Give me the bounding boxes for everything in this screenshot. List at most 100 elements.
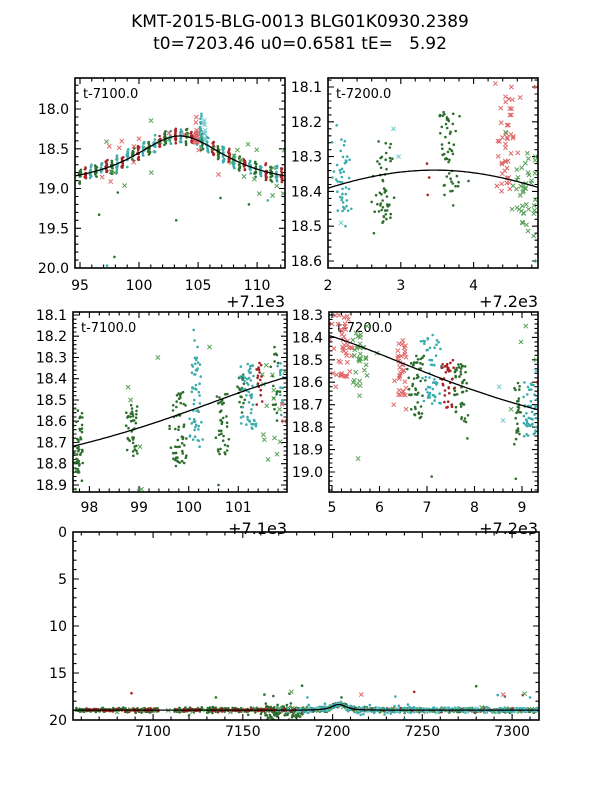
x-tick-label: 3 <box>396 278 405 294</box>
scatter-g_dot <box>73 345 282 491</box>
panel-data-layer <box>330 81 538 264</box>
chart-title: KMT-2015-BLG-0013 BLG01K0930.2389 <box>131 12 469 32</box>
y-tick-label: 15 <box>49 666 67 682</box>
x-tick-label: 5 <box>328 500 337 516</box>
scatter-r_dot <box>255 361 264 406</box>
panel-annotation: t-7200.0 <box>337 321 392 336</box>
scatter-g_x <box>125 344 287 492</box>
y-tick-label: 18.1 <box>36 308 67 324</box>
y-tick-label: 18.5 <box>291 219 322 235</box>
scatter-g_dot <box>370 110 470 235</box>
axis-offset-label: +7.1e3 <box>226 292 285 311</box>
y-tick-label: 19.5 <box>38 221 69 237</box>
y-tick-label: 19.0 <box>292 465 323 481</box>
y-tick-label: 18.0 <box>38 102 69 118</box>
x-tick-label: 110 <box>244 278 271 294</box>
axis-ticks <box>75 78 285 269</box>
axis-frame <box>327 77 539 269</box>
x-tick-label: 9 <box>518 500 527 516</box>
x-tick-label: 100 <box>175 500 202 516</box>
y-tick-label: 18.9 <box>36 478 67 494</box>
x-tick-label: 7150 <box>225 724 261 740</box>
panel-b: 7100 7150 7200 7250 7300 0 5 10 15 20 <box>49 525 540 740</box>
y-tick-label: 18.6 <box>36 414 67 430</box>
scatter-c_x <box>201 117 208 143</box>
scatter-c_dot <box>330 124 353 228</box>
panel-ml: 98 99 100 101 18.1 18.2 18.3 18.4 18.5 18.6 18.7 18… <box>36 308 288 538</box>
scatter-c_x <box>338 126 538 264</box>
panel-annotation: t-7200.0 <box>336 87 391 102</box>
y-tick-label: 18.8 <box>292 420 323 436</box>
y-tick-label: 18.3 <box>36 351 67 367</box>
y-tick-label: 18.6 <box>292 375 323 391</box>
scatter-c_x <box>496 368 538 423</box>
y-tick-label: 18.6 <box>291 254 322 270</box>
model-curve <box>329 334 538 411</box>
panel-tr: 2 3 4 18.1 18.2 18.3 18.4 18.5 18.6 +7.2e3 t-7200.… <box>291 77 539 311</box>
axis-ticks <box>73 531 539 721</box>
y-tick-label: 18.3 <box>292 308 323 324</box>
x-tick-label: 2 <box>324 278 333 294</box>
x-tick-label: 100 <box>126 278 153 294</box>
y-tick-label: 18.4 <box>292 330 323 346</box>
axis-offset-label: +7.2e3 <box>479 519 538 538</box>
y-tick-label: 20.0 <box>38 261 69 277</box>
axis-ticks <box>329 312 538 492</box>
axis-frame <box>328 311 539 493</box>
scatter-g_x <box>104 118 285 198</box>
y-tick-label: 5 <box>58 572 67 588</box>
scatter-g_dot <box>74 684 538 720</box>
y-tick-label: 18.8 <box>36 457 67 473</box>
y-tick-label: 18.4 <box>291 184 322 200</box>
x-tick-label: 8 <box>470 500 479 516</box>
panel-data-layer <box>73 328 287 492</box>
scatter-r_dot <box>425 162 431 197</box>
model-curve <box>73 703 539 711</box>
y-tick-label: 10 <box>49 619 67 635</box>
y-tick-label: 18.1 <box>291 80 322 96</box>
axis-frame <box>72 531 540 721</box>
scatter-c_dot <box>188 328 285 448</box>
panel-data-layer <box>74 684 539 720</box>
panel-data-layer <box>329 312 538 481</box>
y-tick-label: 20 <box>49 713 67 729</box>
x-tick-label: 7200 <box>315 724 351 740</box>
x-tick-label: 6 <box>375 500 384 516</box>
y-tick-label: 18.3 <box>291 150 322 166</box>
y-tick-label: 18.5 <box>292 353 323 369</box>
panel-annotation: t-7100.0 <box>83 87 138 102</box>
chart-subtitle: t0=7203.46 u0=0.6581 tE= 5.92 <box>153 34 447 54</box>
y-tick-label: 18.2 <box>291 115 322 131</box>
x-tick-label: 7300 <box>494 724 530 740</box>
x-tick-label: 7 <box>423 500 432 516</box>
x-tick-label: 95 <box>71 278 89 294</box>
scatter-g_x <box>350 323 538 462</box>
x-tick-label: 105 <box>185 278 212 294</box>
axis-frame <box>72 311 288 493</box>
y-tick-label: 18.7 <box>292 398 323 414</box>
y-tick-label: 18.9 <box>292 443 323 459</box>
panel-mr: 5 6 7 8 9 18.3 18.4 18.5 18.6 18.7 18.8 18.9 19.0 +7.… <box>292 308 539 538</box>
axis-frame <box>74 77 286 269</box>
y-tick-label: 18.5 <box>38 142 69 158</box>
scatter-r_x <box>492 81 538 194</box>
scatter-g_dot <box>406 354 523 481</box>
y-tick-label: 18.2 <box>36 329 67 345</box>
panel-annotation: t-7100.0 <box>81 321 136 336</box>
y-tick-label: 0 <box>58 525 67 541</box>
y-tick-label: 18.4 <box>36 372 67 388</box>
axis-ticks <box>73 312 287 492</box>
scatter-g_x <box>503 129 538 239</box>
x-tick-label: 99 <box>130 500 148 516</box>
y-tick-label: 18.7 <box>36 436 67 452</box>
x-tick-label: 7100 <box>135 724 171 740</box>
y-tick-label: 19.0 <box>38 182 69 198</box>
model-curve <box>73 376 287 447</box>
x-tick-label: 101 <box>225 500 252 516</box>
model-curve <box>75 135 285 177</box>
model-curve <box>328 169 538 189</box>
x-tick-label: 7250 <box>404 724 440 740</box>
panel-tl: 95 100 105 110 18.0 18.5 19.0 19.5 20.0 +7.1e3 t-7… <box>38 77 286 311</box>
